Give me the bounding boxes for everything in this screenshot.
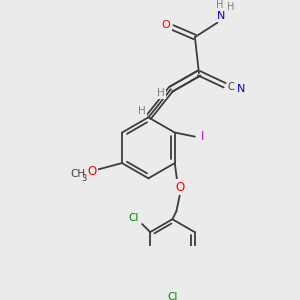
Text: H: H [216,0,224,10]
Text: 3: 3 [82,174,87,183]
Text: H: H [138,106,146,116]
Text: CH: CH [70,169,85,178]
Text: Cl: Cl [167,292,178,300]
Text: O: O [162,20,170,30]
Text: H: H [158,88,165,98]
Text: O: O [88,165,97,178]
Text: H: H [226,2,234,12]
Text: N: N [217,11,226,21]
Text: O: O [176,181,185,194]
Text: Cl: Cl [128,213,139,224]
Text: C: C [228,82,234,92]
Text: I: I [200,130,204,143]
Text: N: N [236,84,245,94]
